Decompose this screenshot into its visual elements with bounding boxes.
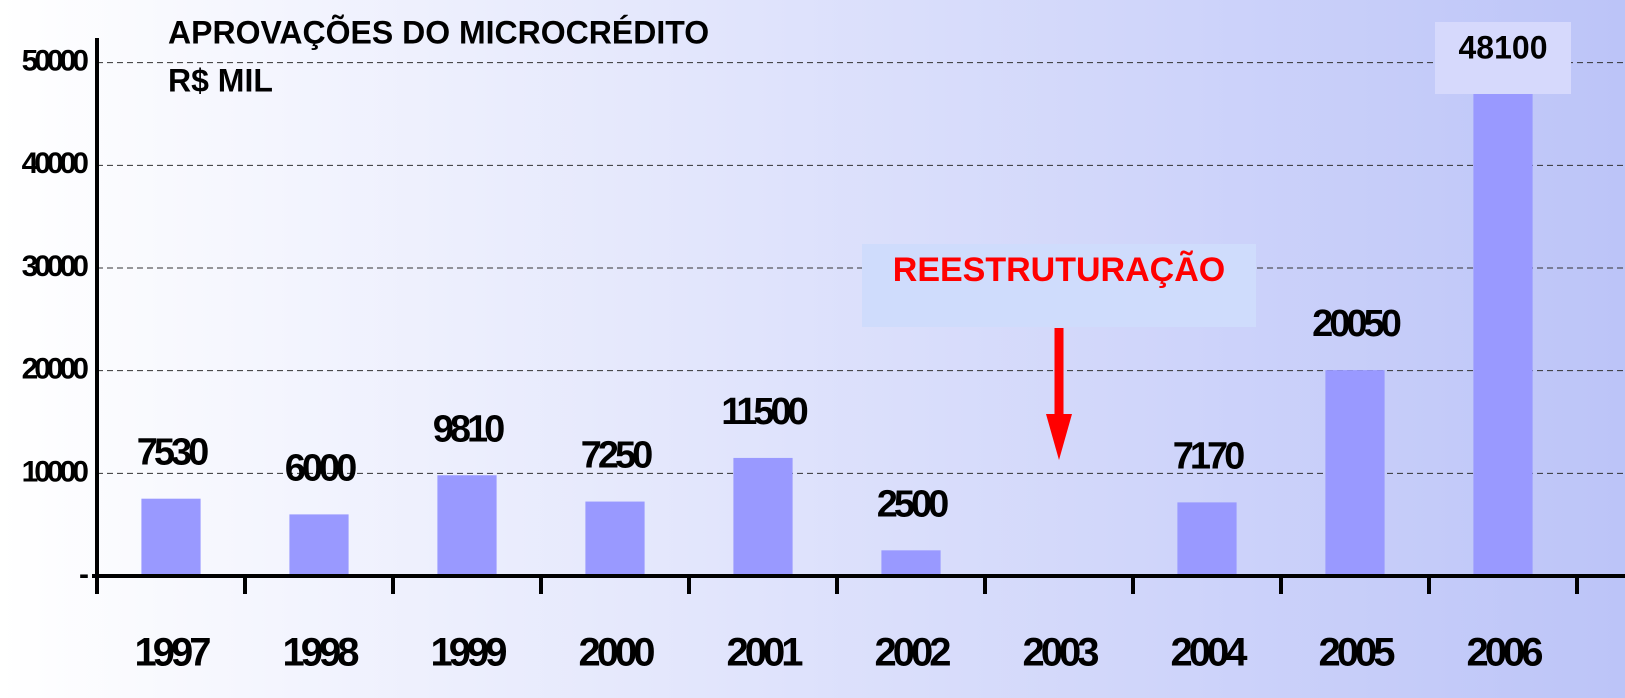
x-tick-label: 2002 <box>875 631 951 675</box>
y-tick-label: 30000 <box>22 250 89 283</box>
value-label: 20050 <box>1312 303 1401 345</box>
x-tick-label: 1999 <box>431 631 507 675</box>
x-tick-label: 1998 <box>283 631 360 675</box>
y-tick-label: 50000 <box>22 45 89 78</box>
value-label: 9810 <box>433 408 504 450</box>
annotation: REESTRUTURAÇÃO <box>893 251 1225 289</box>
value-label: 48100 <box>1459 29 1548 65</box>
bar <box>733 457 793 576</box>
x-tick-label: 1997 <box>135 631 211 675</box>
value-label: 2500 <box>877 483 948 525</box>
bar <box>585 501 645 576</box>
y-tick-label: 10000 <box>22 455 89 488</box>
value-label: 11500 <box>721 391 807 433</box>
annotation-box <box>862 244 1256 327</box>
value-label: 7530 <box>137 432 208 474</box>
x-tick-label: 2005 <box>1319 631 1396 675</box>
value-label: 7250 <box>581 435 652 477</box>
x-tick-label: 2000 <box>579 631 655 675</box>
bar <box>1177 502 1237 576</box>
x-tick-label: 2004 <box>1171 631 1249 675</box>
value-label: 6000 <box>285 447 356 489</box>
y-tick-label: 20000 <box>22 353 89 386</box>
x-tick-label: 2006 <box>1467 631 1543 675</box>
bar <box>141 498 201 576</box>
value-label: 7170 <box>1173 435 1244 477</box>
x-tick-label: 2003 <box>1023 631 1099 675</box>
bar <box>881 550 941 576</box>
bar <box>1325 370 1385 576</box>
bar <box>289 514 349 576</box>
x-tick-label: 2001 <box>727 631 804 675</box>
bar <box>437 475 497 576</box>
value-label-box <box>1435 22 1571 94</box>
annotation-arrowhead <box>1046 414 1072 460</box>
chart-subtitle: R$ MIL <box>168 62 273 98</box>
y-tick-label: 40000 <box>22 147 89 180</box>
bar <box>1473 82 1533 576</box>
chart-title: APROVAÇÕES DO MICROCRÉDITO <box>168 14 709 50</box>
